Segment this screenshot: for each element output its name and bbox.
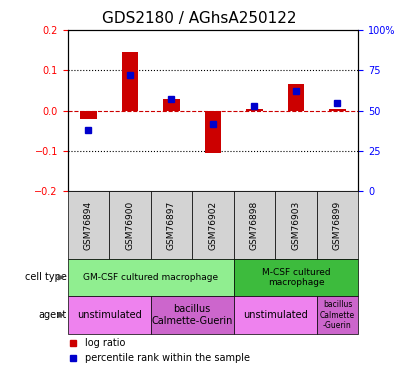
Text: GSM76897: GSM76897 xyxy=(167,200,176,250)
Bar xyxy=(68,259,234,296)
Text: GSM76898: GSM76898 xyxy=(250,200,259,250)
Text: GM-CSF cultured macrophage: GM-CSF cultured macrophage xyxy=(83,273,218,282)
Bar xyxy=(122,52,138,111)
Bar xyxy=(192,191,234,259)
Bar xyxy=(329,109,346,111)
Bar xyxy=(151,191,192,259)
Text: GDS2180 / AGhsA250122: GDS2180 / AGhsA250122 xyxy=(102,11,296,26)
Bar xyxy=(317,191,358,259)
Bar xyxy=(68,191,109,259)
Bar xyxy=(246,109,263,111)
Text: GSM76903: GSM76903 xyxy=(291,200,300,250)
Bar xyxy=(151,296,234,334)
Text: log ratio: log ratio xyxy=(85,338,125,348)
Text: cell type: cell type xyxy=(25,273,67,282)
Bar xyxy=(288,84,304,111)
Bar xyxy=(68,296,151,334)
Bar xyxy=(163,99,180,111)
Text: unstimulated: unstimulated xyxy=(77,310,142,320)
Text: M-CSF cultured
macrophage: M-CSF cultured macrophage xyxy=(261,268,330,287)
Text: agent: agent xyxy=(39,310,67,320)
Bar xyxy=(317,296,358,334)
Bar xyxy=(109,191,151,259)
Bar xyxy=(80,111,97,118)
Bar xyxy=(275,191,317,259)
Text: bacillus
Calmette
-Guerin: bacillus Calmette -Guerin xyxy=(320,300,355,330)
Bar xyxy=(205,111,221,153)
Text: GSM76902: GSM76902 xyxy=(209,200,217,250)
Text: bacillus
Calmette-Guerin: bacillus Calmette-Guerin xyxy=(152,304,233,326)
Bar xyxy=(234,191,275,259)
Text: unstimulated: unstimulated xyxy=(243,310,308,320)
Text: GSM76900: GSM76900 xyxy=(125,200,135,250)
Text: GSM76894: GSM76894 xyxy=(84,200,93,250)
Bar xyxy=(234,296,317,334)
Text: GSM76899: GSM76899 xyxy=(333,200,342,250)
Text: percentile rank within the sample: percentile rank within the sample xyxy=(85,353,250,363)
Bar xyxy=(234,259,358,296)
